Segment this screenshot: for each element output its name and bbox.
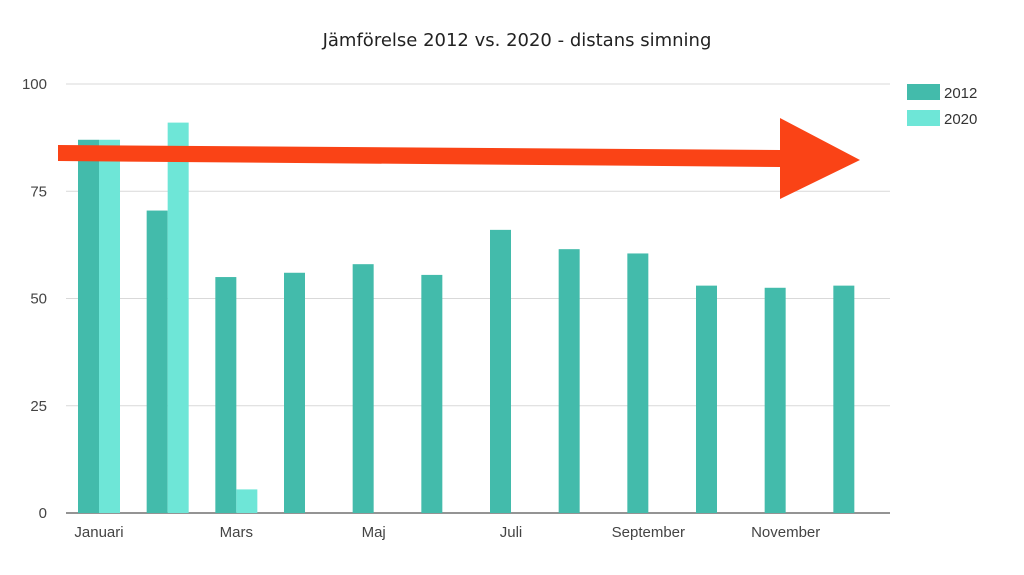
bar-2012-mars (215, 277, 237, 513)
bar-2020-februari (167, 122, 189, 514)
bar-2012-februari (146, 210, 168, 513)
bar-2012-oktober (696, 285, 717, 513)
x-tick-label: Maj (362, 524, 386, 541)
annotation-arrow (58, 118, 860, 199)
bar-2012-augusti (558, 249, 580, 514)
bar-2020-mars (236, 489, 258, 513)
bar-2012-december (833, 285, 855, 513)
x-axis-ticks: Januari Mars Maj Juli September November (74, 524, 820, 541)
bar-2012-april (284, 272, 305, 513)
bar-2020-januari (99, 139, 120, 513)
y-tick-label: 75 (30, 183, 47, 200)
bar-2012-juli (490, 229, 511, 514)
legend-label-2012: 2012 (944, 85, 977, 102)
bar-2012-januari (78, 139, 99, 513)
red-arrow (58, 118, 860, 199)
legend-label-2020: 2020 (944, 111, 977, 128)
bar-2012-juni (421, 274, 443, 513)
y-tick-label: 0 (39, 505, 47, 522)
legend: 2012 2020 (907, 84, 977, 128)
x-tick-label: Mars (220, 524, 253, 541)
y-tick-label: 100 (22, 76, 47, 93)
x-tick-label: Januari (74, 524, 123, 541)
x-tick-label: November (751, 524, 820, 541)
bar-2012-maj (352, 264, 374, 513)
y-tick-label: 25 (30, 398, 47, 415)
x-tick-label: Juli (500, 524, 523, 541)
bars (78, 122, 855, 514)
legend-swatch-2012 (907, 84, 940, 100)
gridlines (66, 83, 890, 514)
bar-2012-november (764, 287, 786, 513)
legend-swatch-2020 (907, 110, 940, 126)
chart-title: Jämförelse 2012 vs. 2020 - distans simni… (322, 30, 712, 51)
x-tick-label: September (612, 524, 685, 541)
bar-2012-september (627, 253, 649, 513)
y-tick-label: 50 (30, 291, 47, 308)
y-axis-ticks: 0 25 50 75 100 (22, 76, 47, 522)
